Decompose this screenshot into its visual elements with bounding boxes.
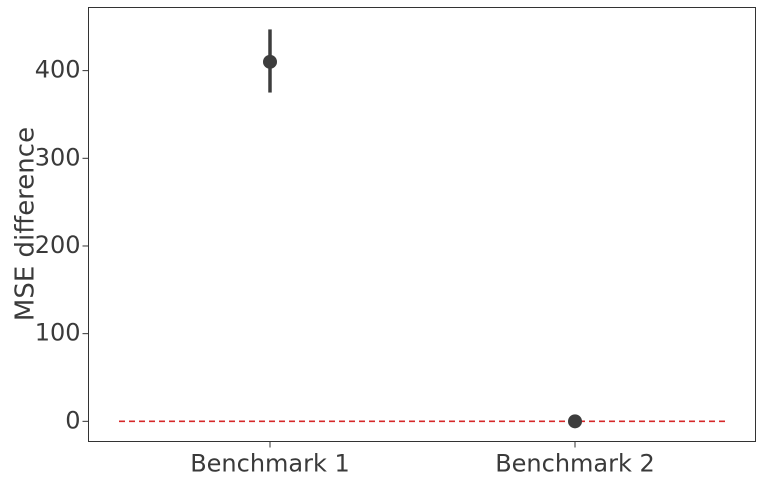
x-tick-label: Benchmark 2 xyxy=(495,450,655,478)
plot-frame xyxy=(88,7,756,442)
y-axis-title: MSE difference xyxy=(11,127,41,321)
data-point xyxy=(263,54,277,69)
y-tick-label: 400 xyxy=(35,56,81,84)
data-marks xyxy=(263,29,582,429)
x-axis-ticks: Benchmark 1 Benchmark 2 xyxy=(190,441,655,478)
y-tick-label: 0 xyxy=(65,406,80,434)
y-tick-label: 300 xyxy=(35,143,81,171)
y-tick-label: 200 xyxy=(35,231,81,259)
y-tick-label: 100 xyxy=(35,319,81,347)
x-tick-label: Benchmark 1 xyxy=(190,450,350,478)
data-point xyxy=(568,414,582,429)
y-axis-ticks: 0 100 200 300 400 xyxy=(35,56,89,434)
